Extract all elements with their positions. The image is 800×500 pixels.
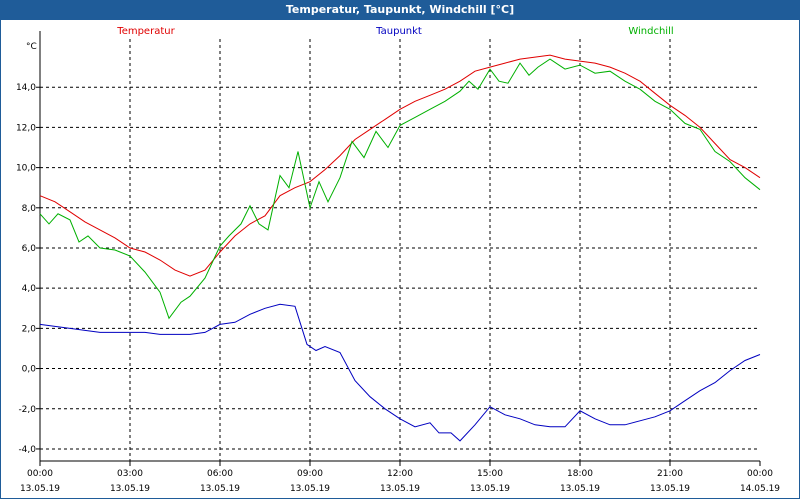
x-tick-date: 13.05.19 — [290, 484, 330, 494]
series-line-taupunkt — [40, 304, 760, 441]
x-tick-time: 09:00 — [297, 469, 323, 479]
line-chart: -4,0 -2,0 0,0 2,0 4,0 6,0 8,0 10,0 12,0 14,0 °C 00:… — [1, 20, 799, 498]
x-tick-date: 13.05.19 — [470, 484, 510, 494]
x-tick-time: 21:00 — [657, 469, 683, 479]
y-tick-label: 12,0 — [16, 123, 36, 133]
y-tick-label: 0,0 — [22, 365, 37, 375]
x-tick-time: 15:00 — [477, 469, 503, 479]
x-tick-date: 13.05.19 — [20, 484, 60, 494]
y-axis-label: °C — [26, 42, 37, 52]
y-tick-label: 6,0 — [22, 244, 37, 254]
window-title: Temperatur, Taupunkt, Windchill [°C] — [0, 0, 800, 20]
x-tick-date: 13.05.19 — [650, 484, 690, 494]
legend-windchill: Windchill — [628, 26, 673, 37]
legend-taupunkt: Taupunkt — [375, 26, 422, 37]
x-tick-time: 03:00 — [117, 469, 143, 479]
x-tick-time: 00:00 — [747, 469, 773, 479]
x-tick-date: 13.05.19 — [110, 484, 150, 494]
y-tick-label: 2,0 — [22, 324, 37, 334]
x-tick-time: 12:00 — [387, 469, 413, 479]
y-tick-label: 4,0 — [22, 284, 37, 294]
x-tick-time: 00:00 — [27, 469, 53, 479]
x-tick-date: 13.05.19 — [200, 484, 240, 494]
x-tick-date: 13.05.19 — [380, 484, 420, 494]
y-tick-label: 8,0 — [22, 204, 37, 214]
y-tick-label: 10,0 — [16, 164, 36, 174]
x-tick-date: 14.05.19 — [740, 484, 780, 494]
y-tick-label: -2,0 — [18, 405, 36, 415]
legend-temperatur: Temperatur — [116, 26, 175, 37]
y-tick-label: -4,0 — [18, 445, 36, 455]
y-tick-label: 14,0 — [16, 83, 36, 93]
x-tick-date: 13.05.19 — [560, 484, 600, 494]
x-tick-time: 06:00 — [207, 469, 233, 479]
x-tick-time: 18:00 — [567, 469, 593, 479]
chart-frame: -4,0 -2,0 0,0 2,0 4,0 6,0 8,0 10,0 12,0 14,0 °C 00:… — [0, 20, 800, 499]
